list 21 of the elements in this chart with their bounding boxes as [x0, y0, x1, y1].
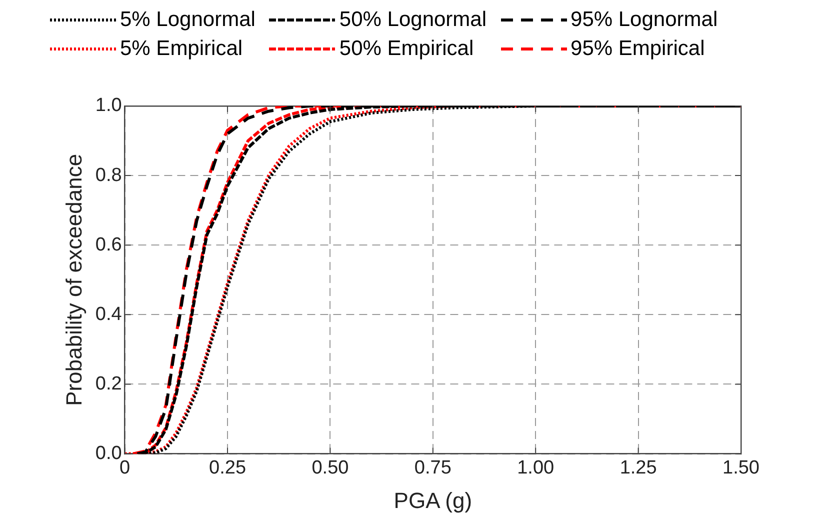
legend-label: 5% Empirical [120, 36, 243, 60]
y-axis-title: Probability of exceedance [61, 154, 86, 406]
x-tick-label: 0 [120, 457, 130, 478]
x-axis-title: PGA (g) [394, 488, 472, 513]
legend-label: 95% Empirical [570, 36, 705, 60]
x-tick-label: 0.50 [312, 457, 349, 478]
legend-label: 50% Lognormal [339, 8, 487, 32]
legend-label: 50% Empirical [339, 36, 474, 60]
x-tick-label: 0.25 [209, 457, 246, 478]
x-tick-label: 1.00 [517, 457, 554, 478]
legend-label: 95% Lognormal [570, 8, 718, 32]
y-tick-label: 0.8 [95, 164, 122, 186]
x-tick-label: 1.25 [620, 457, 657, 478]
y-tick-label: 0.0 [95, 443, 122, 464]
x-tick-label: 1.50 [722, 457, 760, 478]
x-tick-label: 0.75 [414, 457, 452, 478]
y-tick-label: 1.0 [95, 95, 122, 116]
y-tick-label: 0.2 [95, 373, 122, 394]
y-tick-label: 0.4 [95, 304, 122, 325]
y-tick-label: 0.6 [95, 234, 122, 256]
legend-label: 5% Lognormal [120, 8, 256, 32]
